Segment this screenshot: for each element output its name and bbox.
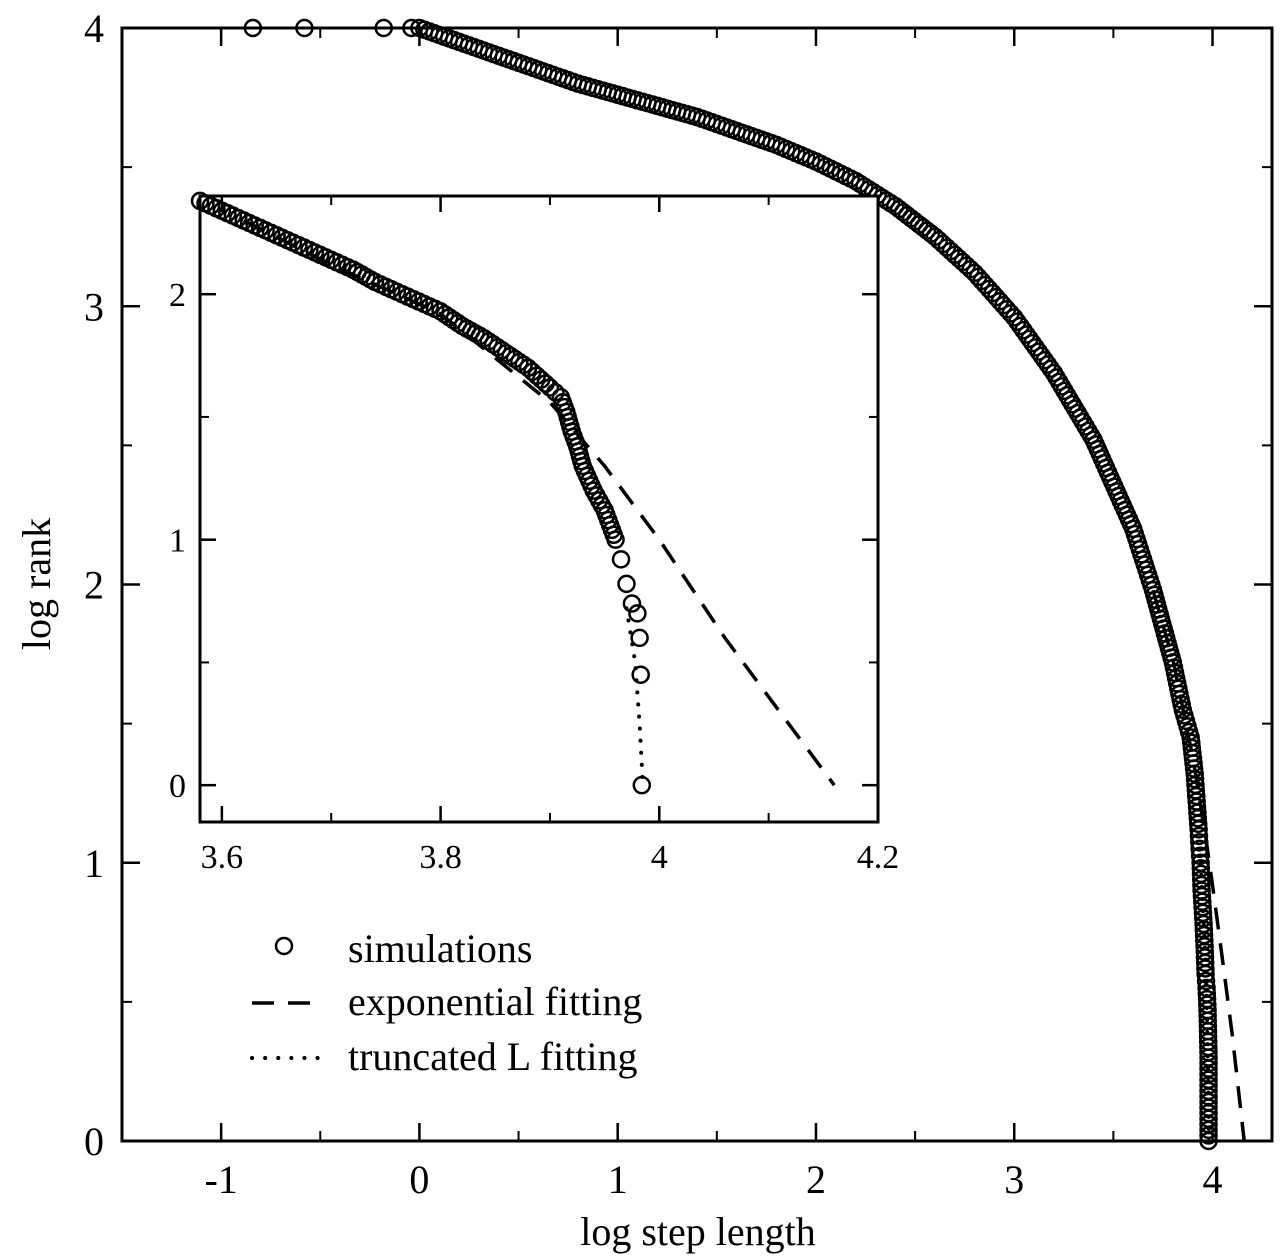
y-tick-label: 2 (169, 277, 186, 314)
y-tick-label: 1 (169, 523, 186, 560)
main-plot: -1 0 1 2 3 4 0 1 2 3 4 log step length log rank (14, 6, 1274, 1254)
x-tick-label: -1 (204, 1157, 237, 1202)
inset-plot-series (190, 191, 836, 795)
series-line-truncated-l-fitting (1198, 860, 1211, 1143)
x-tick-label: 1 (608, 1157, 628, 1202)
data-point-simulations (402, 18, 421, 38)
data-point-simulations (611, 550, 631, 569)
series-line-exponential-fitting (242, 218, 836, 787)
x-tick-label: 0 (409, 1157, 429, 1202)
main-plot-series (243, 18, 1246, 1151)
inset-plot: 3.6 3.8 4 4.2 0 1 2 (169, 191, 899, 876)
legend-label-exponential-fitting: exponential fitting (348, 979, 642, 1024)
inset-axis-tick-labels: 3.6 3.8 4 4.2 0 1 2 (169, 277, 899, 876)
series-line-exponential-fitting (1151, 589, 1246, 1142)
y-axis-title: log rank (14, 518, 59, 650)
x-tick-label: 3 (1004, 1157, 1024, 1202)
x-axis-title: log step length (580, 1209, 816, 1254)
x-tick-label: 3.6 (201, 839, 244, 876)
data-point-simulations (1199, 1120, 1218, 1140)
x-tick-label: 4 (651, 839, 668, 876)
data-point-simulations (617, 574, 636, 594)
inset-plot-background (200, 196, 878, 822)
data-point-simulations (295, 18, 314, 38)
data-point-simulations (631, 665, 650, 684)
y-tick-label: 3 (84, 284, 104, 329)
y-tick-label: 1 (84, 841, 104, 886)
inset-axis-ticks (200, 196, 880, 822)
data-point-simulations (243, 18, 263, 38)
x-tick-label: 2 (806, 1157, 826, 1202)
data-point-simulations (1188, 808, 1208, 828)
x-tick-label: 3.8 (419, 839, 462, 876)
x-tick-label: 4.2 (857, 839, 900, 876)
data-point-simulations (1188, 814, 1208, 834)
legend: simulations exponential fitting truncate… (250, 926, 642, 1079)
data-point-simulations (622, 594, 642, 613)
legend-label-truncated-l-fitting: truncated L fitting (348, 1034, 638, 1079)
main-axis-ticks (122, 26, 1272, 1143)
data-point-simulations (630, 628, 649, 648)
y-tick-label: 0 (169, 768, 186, 805)
data-point-simulations (628, 604, 647, 623)
data-point-simulations (540, 378, 560, 397)
legend-label-simulations: simulations (348, 926, 532, 971)
data-point-simulations (1189, 820, 1208, 839)
series-line-truncated-l-fitting (624, 606, 645, 788)
main-axis-tick-labels: -1 0 1 2 3 4 0 1 2 3 4 (84, 6, 1223, 1202)
y-tick-label: 4 (84, 6, 104, 51)
inset-plot-frame (198, 194, 880, 824)
data-point-simulations (606, 530, 625, 549)
legend-marker-simulations (274, 936, 294, 956)
y-tick-label: 2 (84, 563, 104, 608)
x-tick-label: 4 (1203, 1157, 1223, 1202)
data-point-simulations (1189, 826, 1209, 846)
y-tick-label: 0 (84, 1119, 104, 1164)
data-point-simulations (374, 18, 393, 38)
data-point-simulations (1199, 1131, 1218, 1151)
